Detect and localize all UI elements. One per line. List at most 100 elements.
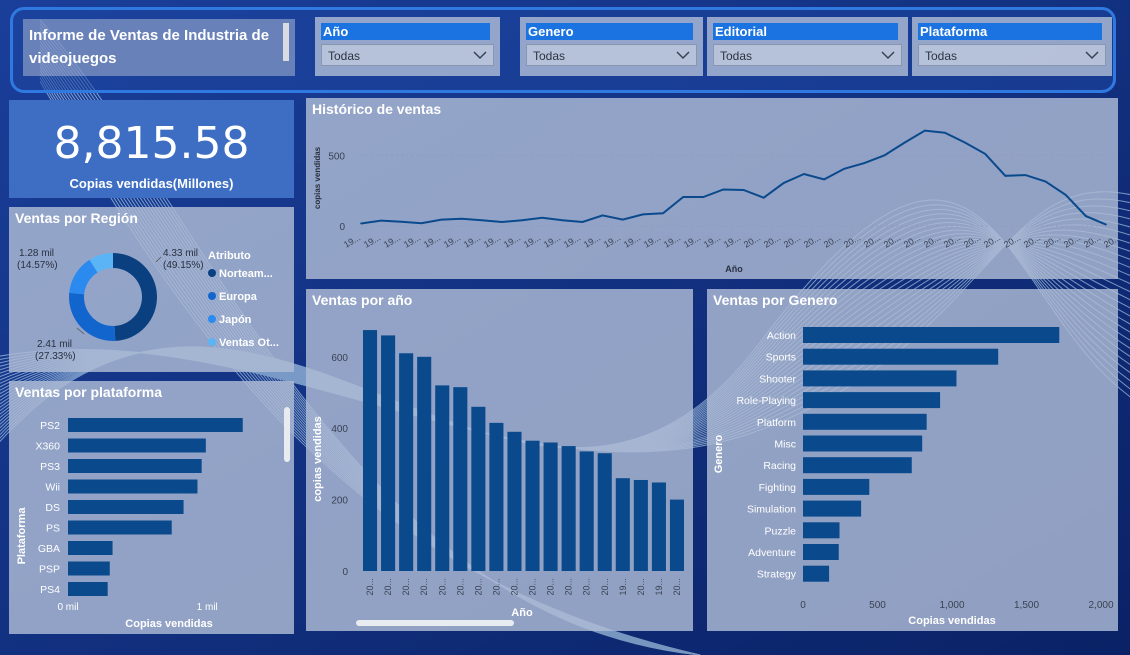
y-tick-label: Misc: [774, 439, 796, 451]
legend-item-europa[interactable]: Europa: [208, 291, 258, 303]
data-point: [1044, 180, 1047, 183]
x-tick-label: 20...: [1082, 232, 1102, 249]
data-point: [722, 188, 725, 191]
report-title: Informe de Ventas de Industria de videoj…: [29, 27, 270, 67]
x-tick-label: 0 mil: [57, 602, 78, 613]
bar: [507, 431, 522, 571]
bar: [669, 499, 685, 571]
bar: [362, 330, 378, 571]
x-tick-label: 19...: [342, 232, 362, 249]
slicer-plataforma-label: Plataforma: [918, 23, 1102, 40]
y-tick-label: Role-Playing: [736, 395, 796, 407]
title-scrollbar[interactable]: [283, 23, 289, 61]
x-tick-label: 20...: [902, 232, 922, 249]
region-label-b-val: 2.41 mil: [37, 339, 72, 350]
legend-item-norteamerica[interactable]: Norteam...: [208, 268, 273, 280]
data-point: [702, 196, 705, 198]
platform-scrollbar[interactable]: [284, 407, 290, 462]
kpi-value: 8,815.58: [53, 118, 250, 169]
data-point: [1064, 194, 1067, 196]
slicer-genero-dropdown[interactable]: Todas: [526, 44, 697, 66]
y-tick-label: Platform: [757, 417, 796, 429]
x-tick-label: 19...: [362, 232, 382, 249]
x-tick-label: 20...: [782, 232, 802, 249]
bar: [543, 442, 558, 571]
por-anio-scrollbar[interactable]: [356, 620, 514, 626]
data-point: [400, 220, 403, 223]
por-anio-xlabel: Año: [511, 607, 533, 619]
slicer-anio-dropdown[interactable]: Todas: [321, 44, 494, 66]
bar: [803, 522, 840, 539]
legend-marker: [208, 269, 216, 277]
y-tick-label: Action: [767, 330, 796, 342]
platform-bar-chart[interactable]: Plataforma Copias vendidas PS2 X360 PS3 Wii…: [9, 381, 294, 634]
x-tick-label: 20...: [982, 232, 1002, 249]
x-tick-label: 19...: [722, 232, 742, 249]
bar: [579, 451, 594, 571]
bar: [615, 478, 630, 571]
slicer-plataforma-dropdown[interactable]: Todas: [918, 44, 1106, 66]
slicer-anio[interactable]: Año Todas: [315, 17, 500, 76]
slicer-editorial-dropdown[interactable]: Todas: [713, 44, 902, 66]
bar: [68, 561, 110, 576]
legend-label: Japón: [219, 314, 252, 326]
x-tick-label: 20...: [365, 578, 375, 596]
data-point: [601, 214, 604, 217]
y-tick-label: 500: [328, 151, 345, 162]
y-tick-label: GBA: [38, 543, 60, 555]
platform-panel: Ventas por plataforma Plataforma Copias …: [9, 381, 294, 634]
bar: [803, 435, 923, 452]
region-donut-chart[interactable]: 4.33 mil (49.15%) 2.41 mil (27.33%) 1.28…: [9, 207, 294, 372]
bar: [68, 418, 243, 432]
x-tick-label: 20...: [962, 232, 982, 249]
y-tick-label: 0: [339, 222, 345, 233]
x-tick-label: 19...: [502, 232, 522, 249]
data-point: [1085, 215, 1087, 217]
bar: [68, 520, 172, 535]
x-tick-label: 20...: [842, 232, 862, 249]
bar: [803, 544, 839, 560]
data-point: [762, 196, 765, 199]
data-point: [783, 182, 785, 184]
data-point: [481, 219, 483, 222]
report-title-box: Informe de Ventas de Industria de videoj…: [23, 19, 295, 76]
slicer-genero[interactable]: Genero Todas: [520, 17, 703, 76]
por-genero-xlabel: Copias vendidas: [908, 615, 995, 627]
data-point: [883, 154, 886, 157]
data-point: [843, 167, 846, 170]
por-genero-ylabel: Genero: [713, 434, 725, 473]
bar: [381, 335, 396, 571]
data-point: [984, 153, 986, 155]
legend-item-japon[interactable]: Japón: [208, 314, 252, 326]
chevron-down-icon: [676, 51, 690, 60]
data-point: [440, 218, 443, 221]
donut-slice: [89, 253, 113, 273]
chevron-down-icon: [881, 51, 895, 60]
y-tick-label: PSP: [39, 564, 60, 576]
slicer-plataforma[interactable]: Plataforma Todas: [912, 17, 1112, 76]
data-point: [863, 162, 866, 164]
legend-label: Norteam...: [219, 268, 273, 280]
chevron-down-icon: [1085, 51, 1099, 60]
x-tick-label: 19...: [462, 232, 482, 249]
por-anio-bar-chart[interactable]: copias vendidas Año 0 200 400 600 20... 20...…: [306, 289, 693, 631]
bar: [803, 370, 957, 387]
bar: [803, 392, 941, 409]
bar: [68, 541, 113, 555]
data-point: [964, 141, 966, 144]
x-tick-label: 20...: [942, 232, 962, 249]
legend-item-otros[interactable]: Ventas Ot...: [208, 337, 279, 349]
slicer-anio-label: Año: [321, 23, 490, 40]
x-tick-label: 20...: [491, 578, 501, 596]
data-point: [501, 221, 503, 223]
por-genero-bar-chart[interactable]: Genero Copias vendidas Action Sports Shoot…: [707, 289, 1118, 631]
x-tick-label: 19...: [582, 232, 602, 249]
data-point: [541, 217, 544, 219]
slicer-editorial[interactable]: Editorial Todas: [707, 17, 908, 76]
bar: [803, 348, 999, 365]
x-tick-label: 19...: [402, 232, 422, 249]
x-tick-label: 20...: [672, 578, 682, 596]
y-tick-label: PS: [46, 523, 60, 535]
bar: [803, 500, 862, 517]
